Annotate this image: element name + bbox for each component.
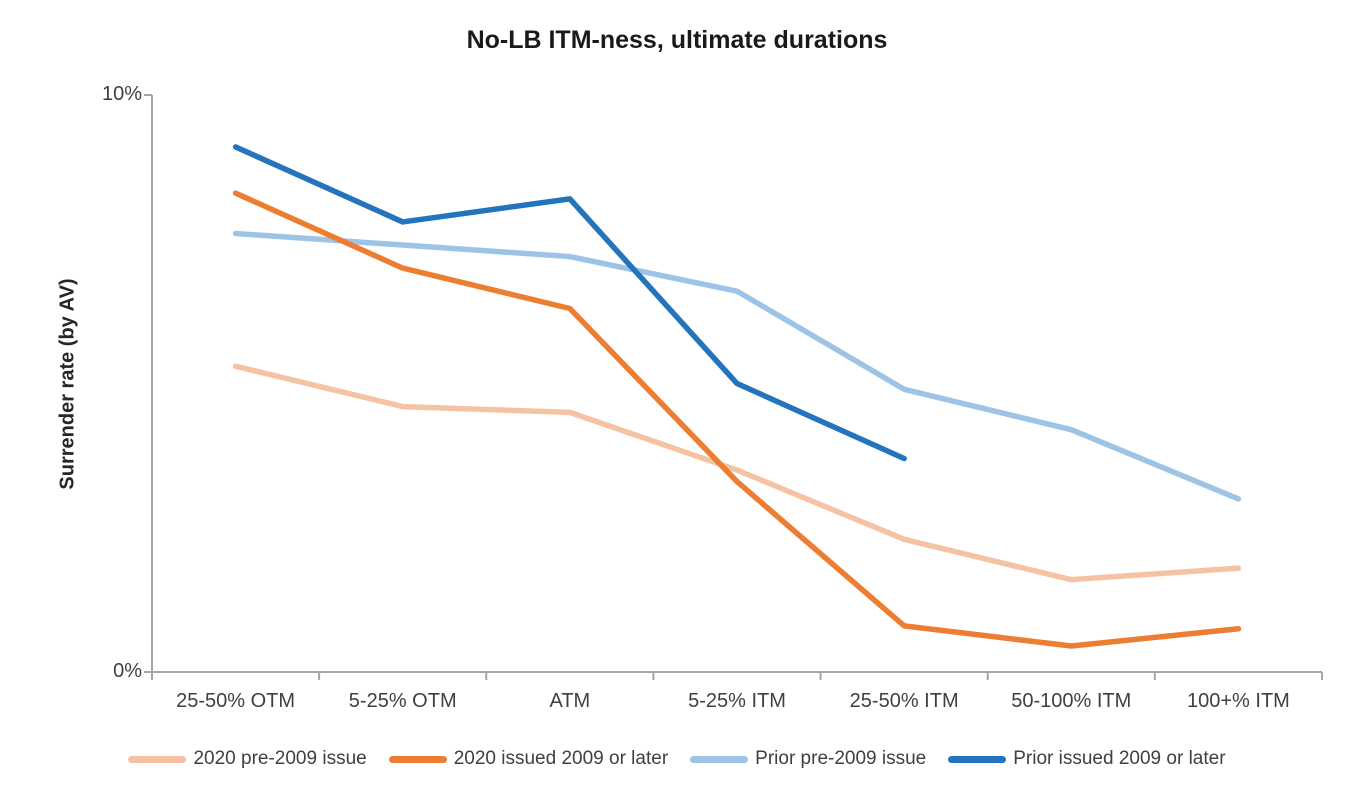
legend-item-2: Prior pre-2009 issue [690,748,926,770]
legend-label: Prior issued 2009 or later [1013,748,1226,769]
legend-swatch-icon [388,755,447,763]
legend-swatch-icon [948,755,1007,763]
y-axis-tick-label-min: 0% [113,660,142,682]
chart-legend: 2020 pre-2009 issue 2020 issued 2009 or l… [0,748,1354,770]
x-axis-label: 5-25% ITM [688,690,786,712]
x-axis-label: 50-100% ITM [1011,690,1132,712]
series-line-0 [232,363,1242,583]
x-axis-label: 5-25% OTM [348,690,457,712]
legend-swatch-icon [128,755,187,763]
x-axis-label: 25-50% OTM [176,690,296,712]
legend-item-0: 2020 pre-2009 issue [128,748,367,770]
legend-item-3: Prior issued 2009 or later [948,748,1226,770]
chart-title: No-LB ITM-ness, ultimate durations [466,26,888,54]
legend-swatch-icon [690,755,749,763]
axis-lines [144,94,1323,680]
legend-item-1: 2020 issued 2009 or later [388,748,669,770]
legend-label: 2020 issued 2009 or later [453,748,669,769]
x-axis-label: ATM [549,690,591,712]
series-line-2 [232,230,1242,502]
legend-label: 2020 pre-2009 issue [193,748,367,769]
x-axis-label: 100+% ITM [1187,690,1290,712]
x-axis-label: 25-50% ITM [849,690,959,712]
legend-label: Prior pre-2009 issue [755,748,927,769]
series-line-3 [232,144,907,462]
y-axis-tick-label-max: 10% [101,83,142,105]
series-line-1 [232,190,1242,649]
